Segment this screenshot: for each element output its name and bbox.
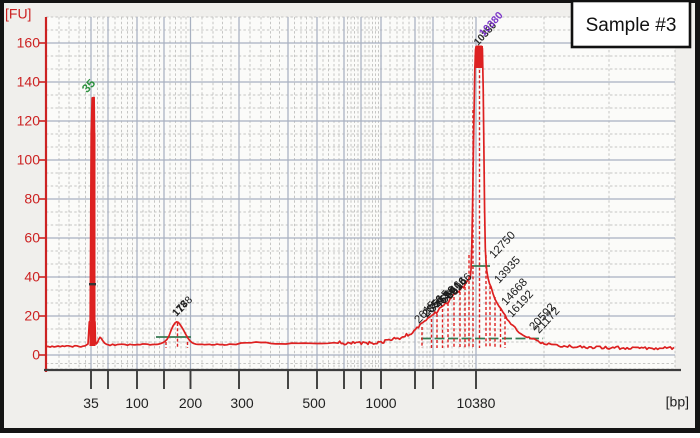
svg-text:100: 100 [17, 152, 41, 168]
svg-text:10380: 10380 [457, 395, 496, 411]
svg-text:300: 300 [230, 395, 254, 411]
svg-text:500: 500 [302, 395, 326, 411]
svg-text:100: 100 [125, 395, 149, 411]
svg-text:80: 80 [24, 191, 40, 207]
svg-text:[bp]: [bp] [666, 394, 689, 410]
svg-text:200: 200 [179, 395, 203, 411]
svg-text:1000: 1000 [365, 395, 396, 411]
svg-text:0: 0 [32, 347, 40, 363]
svg-text:40: 40 [24, 269, 40, 285]
svg-text:140: 140 [17, 74, 41, 90]
svg-text:120: 120 [17, 113, 41, 129]
svg-text:160: 160 [17, 35, 41, 51]
svg-text:Sample #3: Sample #3 [586, 15, 677, 36]
svg-text:60: 60 [24, 230, 40, 246]
svg-text:[FU]: [FU] [5, 6, 31, 22]
svg-text:20: 20 [24, 308, 40, 324]
svg-text:35: 35 [83, 395, 99, 411]
